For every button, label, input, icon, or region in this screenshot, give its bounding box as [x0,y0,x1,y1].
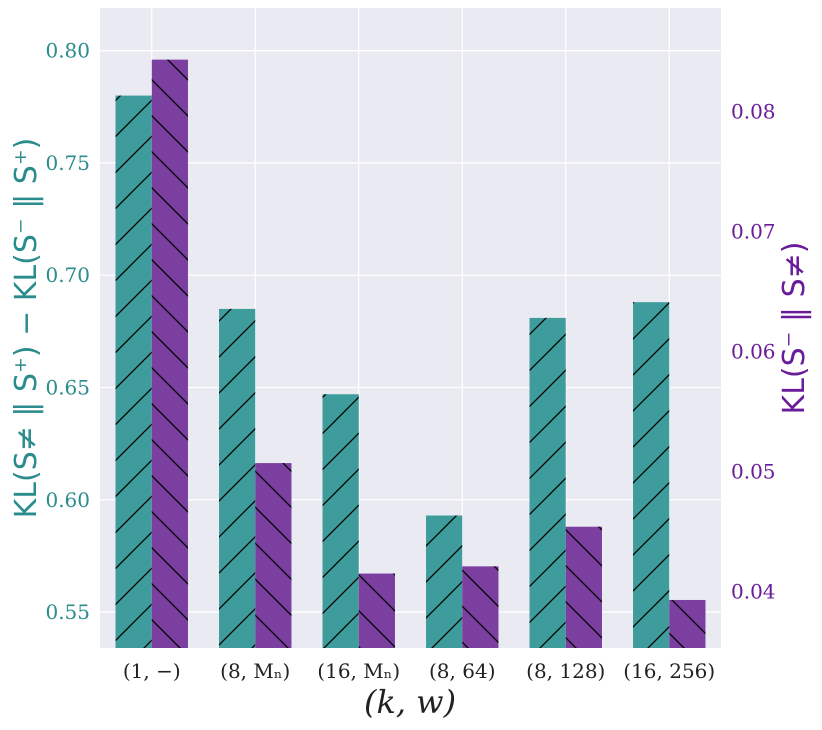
right-y-axis-label: KL(S⁻ ‖ S≠) [777,242,812,415]
right-tick-label-1: 0.05 [731,459,776,483]
left-y-ticks: 0.55 0.60 0.65 0.70 0.75 0.80 [45,39,90,624]
x-tick-label-2: (16, Mₙ) [317,659,400,683]
x-tick-label-3: (8, 64) [429,659,496,683]
bar-hatch-right-4 [565,526,602,648]
bar-hatch-left-1 [219,308,256,648]
x-tick-label-0: (1, −) [123,659,181,683]
left-tick-label-2: 0.65 [45,376,90,400]
right-tick-label-0: 0.04 [731,580,776,604]
bar-hatch-left-5 [633,302,670,648]
x-tick-label-1: (8, Mₙ) [220,659,290,683]
bar-hatch-right-3 [462,566,499,648]
bar-hatch-right-1 [255,463,292,648]
bar-hatch-left-3 [426,515,463,648]
x-axis-label: (k, w) [364,683,456,721]
plot-background [100,8,721,648]
bars [115,59,706,649]
bar-hatch-left-4 [529,317,566,648]
x-tick-label-4: (8, 128) [526,659,605,683]
left-tick-label-4: 0.75 [45,151,90,175]
bar-hatch-left-2 [322,394,359,648]
bar-hatch-right-0 [151,59,188,649]
left-tick-label-1: 0.60 [45,488,90,512]
right-y-ticks: 0.04 0.05 0.06 0.07 0.08 [731,99,776,603]
left-tick-label-5: 0.80 [45,39,90,63]
right-tick-label-2: 0.06 [731,339,776,363]
left-tick-label-0: 0.55 [45,600,90,624]
bar-hatch-left-0 [115,95,152,648]
x-tick-label-5: (16, 256) [623,659,715,683]
bar-hatch-right-5 [669,599,706,648]
bar-hatch-right-2 [358,573,395,648]
left-tick-label-3: 0.70 [45,263,90,287]
x-ticks: (1, −) (8, Mₙ) (16, Mₙ) (8, 64) (8, 128) (16,… [123,659,715,683]
right-tick-label-3: 0.07 [731,219,776,243]
left-y-axis-label: KL(S≠ ‖ S⁺) − KL(S⁻ ‖ S⁺) [9,138,44,519]
right-tick-label-4: 0.08 [731,99,776,123]
